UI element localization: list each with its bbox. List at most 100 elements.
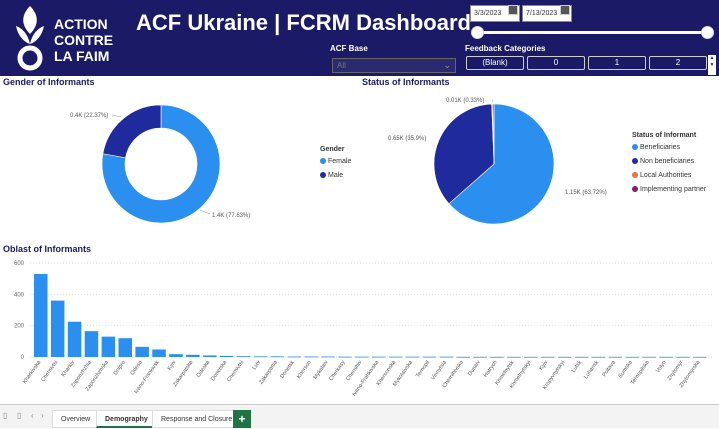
bar-17[interactable] bbox=[321, 356, 335, 358]
bar-13[interactable] bbox=[253, 356, 268, 358]
bar-21[interactable] bbox=[388, 356, 403, 358]
legend-item-female[interactable]: Female bbox=[320, 158, 351, 165]
logo-line3: LA FAIM bbox=[54, 48, 110, 64]
bar-10[interactable] bbox=[203, 355, 217, 357]
bar-16[interactable] bbox=[304, 356, 318, 358]
bar-18[interactable] bbox=[338, 356, 352, 358]
x-tick-label: Cherkasy bbox=[328, 360, 346, 383]
acf-base-value: All bbox=[337, 61, 346, 70]
x-tick-label: Odesa bbox=[130, 359, 145, 376]
feedback-chip-1[interactable]: 1 bbox=[588, 56, 646, 70]
calendar-icon[interactable] bbox=[508, 5, 518, 15]
bar-5[interactable] bbox=[118, 338, 133, 357]
chevron-down-icon: ⌄ bbox=[443, 60, 451, 70]
legend-item-male[interactable]: Male bbox=[320, 172, 343, 179]
y-tick-label: 0 bbox=[21, 355, 25, 361]
x-tick-label: Chernivtsi bbox=[226, 360, 245, 383]
bar-38[interactable] bbox=[676, 356, 690, 358]
bar-39[interactable] bbox=[693, 356, 707, 358]
tab-demography[interactable]: Demography bbox=[96, 410, 157, 428]
mobile-layout-icon[interactable]: ▯ bbox=[17, 411, 22, 420]
x-tick-label: Dnipro bbox=[113, 360, 127, 377]
legend-item-non-beneficiaries[interactable]: Non beneficiaries bbox=[632, 158, 694, 165]
date-end-input[interactable]: 7/13/2023 bbox=[522, 5, 572, 22]
bar-9[interactable] bbox=[186, 354, 200, 357]
bar-11[interactable] bbox=[219, 355, 234, 357]
bar-31[interactable] bbox=[557, 356, 572, 358]
logo-line2: CONTRE bbox=[54, 32, 114, 48]
bar-12[interactable] bbox=[236, 356, 251, 358]
bar-26[interactable] bbox=[473, 356, 487, 358]
legend-dot bbox=[632, 144, 638, 151]
date-start-input[interactable]: 3/3/2023 bbox=[470, 5, 520, 22]
pie-slice-male[interactable] bbox=[102, 104, 162, 159]
bar-4[interactable] bbox=[101, 336, 116, 357]
legend-label: Female bbox=[328, 158, 352, 165]
legend-dot bbox=[320, 158, 326, 165]
x-tick-label: Kherson bbox=[296, 360, 313, 380]
pie-slice-non-beneficiaries[interactable] bbox=[433, 103, 495, 205]
bar-7[interactable] bbox=[152, 349, 166, 357]
slider-end-handle[interactable] bbox=[701, 26, 714, 39]
bar-34[interactable] bbox=[608, 356, 623, 358]
bar-3[interactable] bbox=[84, 331, 99, 357]
bar-28[interactable] bbox=[507, 356, 521, 358]
x-tick-label: Odeska bbox=[196, 359, 212, 379]
legend-item-implementing-partner[interactable]: Implementing partner bbox=[632, 186, 706, 193]
bar-2[interactable] bbox=[67, 321, 82, 357]
bar-33[interactable] bbox=[591, 356, 606, 358]
chevron-right-icon[interactable]: › bbox=[41, 411, 44, 420]
bar-1[interactable] bbox=[50, 300, 65, 357]
x-tick-label: Luhansk bbox=[583, 360, 600, 381]
chevron-left-icon[interactable]: ‹ bbox=[31, 411, 34, 420]
add-page-button[interactable]: + bbox=[233, 410, 251, 428]
x-tick-label: Chernihiv bbox=[345, 360, 363, 383]
tab-response-and-closure[interactable]: Response and Closure bbox=[152, 410, 242, 428]
status-small-data-label: 0.01K (0.33%) bbox=[446, 98, 484, 104]
bar-19[interactable] bbox=[355, 356, 369, 358]
x-tick-label: Ternopil bbox=[415, 360, 431, 379]
bar-14[interactable] bbox=[270, 356, 285, 358]
chip-scrollbar[interactable]: ▲ ▼ bbox=[708, 55, 716, 75]
bar-36[interactable] bbox=[642, 356, 656, 358]
status-nonbenef-data-label: 0.65K (35.9%) bbox=[388, 136, 426, 142]
date-range-slider[interactable] bbox=[478, 31, 708, 34]
y-tick-label: 600 bbox=[14, 261, 25, 267]
bar-23[interactable] bbox=[422, 356, 437, 358]
legend-item-beneficiaries[interactable]: Beneficiaries bbox=[632, 144, 680, 151]
tab-overview[interactable]: Overview bbox=[52, 410, 100, 428]
pie-slice-implementing-partner[interactable] bbox=[492, 103, 495, 165]
bar-0[interactable] bbox=[34, 273, 48, 357]
bar-24[interactable] bbox=[439, 356, 454, 358]
x-tick-label: Kyiv bbox=[539, 360, 550, 372]
bar-22[interactable] bbox=[405, 356, 420, 358]
calendar-icon[interactable] bbox=[560, 5, 570, 15]
bar-25[interactable] bbox=[456, 356, 471, 358]
bar-6[interactable] bbox=[135, 346, 149, 357]
x-tick-label: Mykolaiv bbox=[313, 360, 330, 381]
feedback-chip-2[interactable]: 2 bbox=[649, 56, 707, 70]
slider-start-handle[interactable] bbox=[471, 26, 484, 39]
acf-base-dropdown[interactable]: All ⌄ bbox=[332, 58, 456, 73]
page-nav-icon[interactable]: ▯ bbox=[3, 411, 8, 420]
bar-29[interactable] bbox=[524, 356, 538, 358]
bar-30[interactable] bbox=[541, 356, 555, 358]
feedback-chip-blank[interactable]: (Blank) bbox=[466, 56, 524, 70]
bar-35[interactable] bbox=[625, 356, 640, 358]
scroll-down-icon[interactable]: ▼ bbox=[709, 62, 715, 68]
bar-37[interactable] bbox=[659, 356, 673, 358]
x-tick-label: Lviv bbox=[252, 360, 263, 372]
feedback-chip-0[interactable]: 0 bbox=[527, 56, 585, 70]
bar-8[interactable] bbox=[169, 354, 183, 357]
legend-item-local-authorities[interactable]: Local Authorities bbox=[632, 172, 691, 179]
bar-27[interactable] bbox=[490, 356, 504, 358]
bar-15[interactable] bbox=[287, 356, 302, 358]
pie-slice-beneficiaries[interactable] bbox=[448, 103, 555, 225]
x-tick-label: Vinnytsia bbox=[430, 359, 448, 381]
bar-32[interactable] bbox=[574, 356, 589, 358]
pie-slice-female[interactable] bbox=[101, 104, 221, 224]
scroll-up-icon[interactable]: ▲ bbox=[709, 55, 715, 61]
bar-20[interactable] bbox=[372, 356, 386, 358]
x-tick-label: Volyn bbox=[655, 360, 668, 374]
status-benef-data-label: 1.15K (63.72%) bbox=[565, 190, 607, 196]
